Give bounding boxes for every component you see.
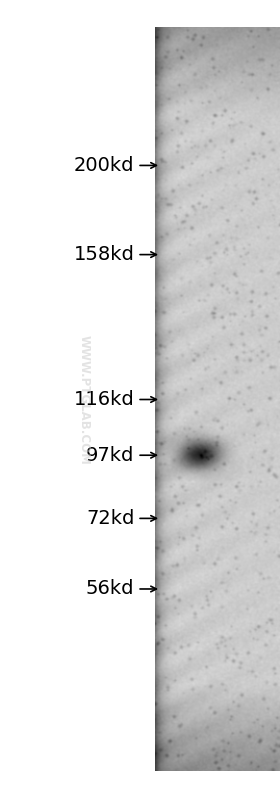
Text: 200kd: 200kd [74,156,134,175]
Text: 158kd: 158kd [74,245,134,264]
Text: WWW.PTGLAB.COM: WWW.PTGLAB.COM [78,335,90,464]
Text: 72kd: 72kd [86,509,134,528]
Text: 56kd: 56kd [86,579,134,598]
Text: 97kd: 97kd [86,446,134,465]
Text: 116kd: 116kd [74,390,134,409]
